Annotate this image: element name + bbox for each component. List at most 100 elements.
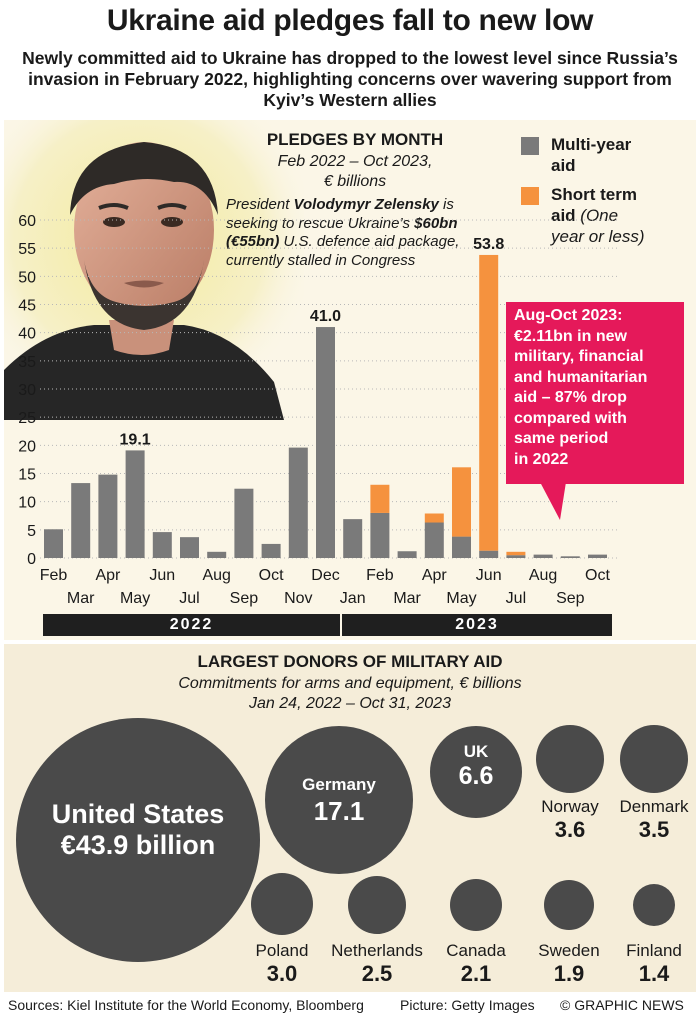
note-name: Volodymyr Zelensky bbox=[293, 196, 439, 213]
bubble-finland bbox=[633, 884, 675, 926]
bar-multi-year bbox=[533, 554, 553, 558]
subtitle: Newly committed aid to Ukraine has dropp… bbox=[22, 48, 678, 110]
y-tick-label: 55 bbox=[18, 241, 36, 258]
name-finland: Finland bbox=[626, 941, 682, 960]
x-tick-label: Jul bbox=[179, 590, 199, 607]
label-sweden: Sweden 1.9 bbox=[519, 940, 619, 987]
name-netherlands: Netherlands bbox=[331, 941, 423, 960]
label-finland: Finland 1.4 bbox=[604, 940, 700, 987]
label-denmark: Denmark 3.5 bbox=[604, 796, 700, 843]
label-canada: Canada 2.1 bbox=[426, 940, 526, 987]
value-norway: 3.6 bbox=[554, 817, 586, 842]
x-tick-label: Oct bbox=[259, 567, 284, 584]
callout-line: in 2022 bbox=[514, 450, 569, 468]
bubble-uk bbox=[430, 726, 522, 818]
bar-multi-year bbox=[180, 537, 199, 558]
legend-multi-label: Multi-year aid bbox=[551, 134, 631, 176]
year-bar-2023: 2023 bbox=[342, 614, 612, 636]
y-tick-label: 20 bbox=[18, 438, 36, 455]
legend-short-aid: aid bbox=[551, 206, 576, 225]
x-tick-label: Apr bbox=[95, 567, 121, 584]
legend-short-line1: Short term bbox=[551, 185, 637, 204]
bubble-united-states bbox=[16, 718, 260, 962]
y-tick-label: 45 bbox=[18, 298, 36, 315]
y-tick-label: 5 bbox=[27, 523, 36, 540]
y-tick-label: 40 bbox=[18, 326, 36, 343]
value-denmark: 3.5 bbox=[638, 817, 670, 842]
data-label: 41.0 bbox=[310, 308, 341, 325]
zelensky-note: President Volodymyr Zelensky is seeking … bbox=[226, 196, 496, 270]
data-label: 19.1 bbox=[120, 431, 151, 448]
y-tick-label: 60 bbox=[18, 213, 36, 230]
x-tick-label: May bbox=[120, 590, 150, 607]
bubble-norway bbox=[536, 725, 604, 793]
legend-short-note2: year or less) bbox=[551, 227, 645, 246]
x-tick-label: Jul bbox=[506, 590, 526, 607]
callout-line: and humanitarian bbox=[514, 368, 648, 386]
bar-multi-year bbox=[397, 551, 417, 558]
legend-short-swatch bbox=[521, 187, 539, 205]
name-sweden: Sweden bbox=[538, 941, 600, 960]
label-united-states: United States €43.9 billion bbox=[16, 799, 260, 861]
y-tick-label: 35 bbox=[18, 354, 36, 371]
bar-multi-year bbox=[152, 532, 172, 558]
bar-short-term bbox=[370, 484, 390, 513]
value-poland: 3.0 bbox=[266, 961, 298, 986]
value-sweden: 1.9 bbox=[553, 961, 585, 986]
pledges-subtitle: Feb 2022 – Oct 2023, € billions bbox=[225, 152, 485, 192]
bar-short-term bbox=[452, 467, 471, 537]
bar-multi-year bbox=[288, 447, 308, 558]
note-mid: is seeking to rescue Ukraine’s bbox=[226, 196, 454, 232]
bar-multi-year bbox=[560, 556, 580, 558]
pledges-chart: 19.141.053.8 FebMarAprMayJunJulAugSepOct… bbox=[18, 213, 620, 607]
name-germany: Germany bbox=[302, 775, 376, 794]
label-poland: Poland 3.0 bbox=[232, 940, 332, 987]
bubble-germany bbox=[265, 726, 413, 874]
x-tick-label: Mar bbox=[393, 590, 421, 607]
label-germany: Germany 17.1 bbox=[265, 774, 413, 826]
value-finland: 1.4 bbox=[638, 961, 670, 986]
title: Ukraine aid pledges fall to new low bbox=[106, 4, 594, 37]
y-tick-label: 15 bbox=[18, 467, 36, 484]
value-germany: 17.1 bbox=[313, 796, 365, 826]
bar-short-term bbox=[506, 551, 526, 556]
bar-multi-year bbox=[98, 474, 118, 558]
y-tick-label: 10 bbox=[18, 495, 36, 512]
x-tick-label: Apr bbox=[422, 567, 448, 584]
legend-multi-line1: Multi-year bbox=[551, 135, 632, 154]
bar-multi-year bbox=[44, 529, 63, 558]
bar-multi-year bbox=[506, 555, 526, 558]
label-uk: UK 6.6 bbox=[430, 742, 522, 790]
x-tick-label: Jun bbox=[149, 567, 175, 584]
sources-credit: Sources: Kiel Institute for the World Ec… bbox=[8, 997, 364, 1013]
y-tick-label: 50 bbox=[18, 269, 36, 286]
bar-short-term bbox=[424, 513, 444, 523]
picture-credit: Picture: Getty Images bbox=[400, 997, 535, 1013]
pledges-sub-range: Feb 2022 – Oct 2023, bbox=[277, 153, 433, 170]
bubble-sweden bbox=[544, 880, 594, 930]
donors-title: LARGEST DONORS OF MILITARY AID bbox=[197, 652, 503, 671]
legend-multi-swatch bbox=[521, 137, 539, 155]
x-tick-label: Sep bbox=[230, 590, 259, 607]
bar-multi-year bbox=[234, 488, 254, 558]
name-poland: Poland bbox=[255, 941, 309, 960]
bar-multi-year bbox=[479, 550, 499, 558]
callout-line: compared with bbox=[514, 409, 627, 427]
bubble-canada bbox=[450, 879, 502, 931]
bubble-netherlands bbox=[348, 876, 406, 934]
data-label: 53.8 bbox=[473, 236, 504, 253]
name-norway: Norway bbox=[541, 797, 599, 816]
legend-short-line3: year or less) bbox=[551, 226, 645, 247]
x-tick-label: Feb bbox=[40, 567, 68, 584]
donors-subtitle: Commitments for arms and equipment, € bi… bbox=[0, 674, 700, 714]
bubble-poland bbox=[251, 873, 313, 935]
callout-line: military, financial bbox=[514, 348, 644, 365]
x-tick-label: Aug bbox=[529, 567, 557, 584]
x-tick-label: Mar bbox=[67, 590, 95, 607]
label-netherlands: Netherlands 2.5 bbox=[317, 940, 437, 987]
y-tick-label: 25 bbox=[18, 410, 36, 427]
pledges-title: PLEDGES BY MONTH bbox=[266, 130, 444, 149]
x-tick-label: Feb bbox=[366, 567, 394, 584]
callout-line: Aug-Oct 2023: bbox=[514, 307, 623, 324]
bar-multi-year bbox=[343, 519, 363, 558]
